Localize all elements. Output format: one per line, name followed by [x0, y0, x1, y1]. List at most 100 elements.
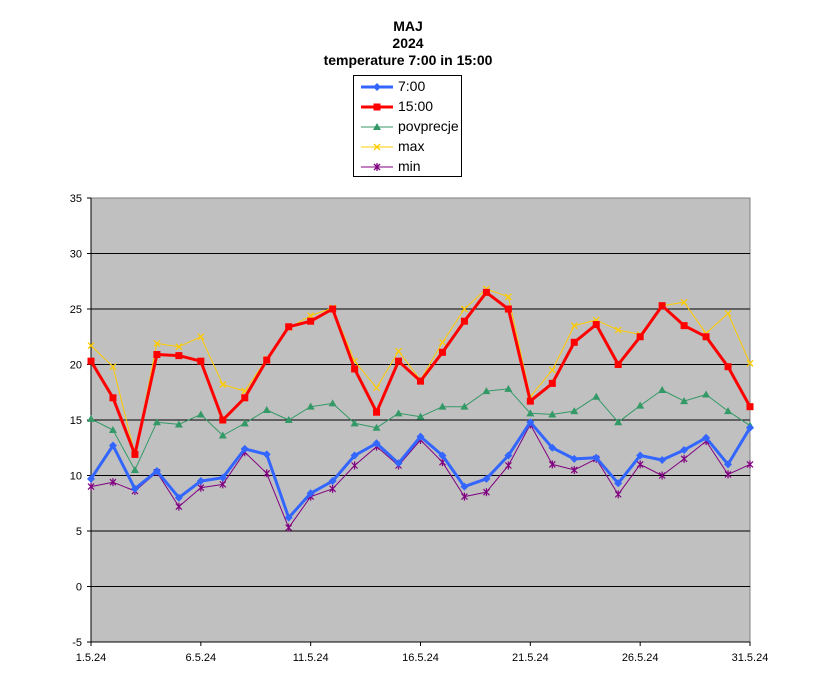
data-point-7-00	[724, 460, 733, 469]
data-point-min	[636, 460, 644, 469]
data-point-povprecje	[108, 425, 117, 433]
data-point-7-00	[87, 474, 95, 483]
data-point-15-00	[175, 352, 183, 360]
data-point-7-00	[394, 459, 403, 468]
data-point-max	[548, 366, 556, 374]
data-point-7-00	[284, 513, 293, 522]
data-point-povprecje	[592, 392, 601, 400]
data-point-15-00	[438, 348, 446, 356]
data-point-15-00	[636, 333, 644, 341]
legend-label-max: max	[398, 138, 425, 154]
data-point-max	[307, 312, 315, 320]
data-point-7-00	[482, 474, 491, 483]
legend-label-povprecje: povprecje	[398, 118, 459, 134]
data-point-max	[175, 343, 183, 351]
data-point-min	[285, 523, 293, 532]
data-point-povprecje	[570, 407, 579, 415]
data-point-15-00	[263, 356, 271, 364]
data-point-povprecje	[504, 384, 513, 392]
data-point-15-00	[482, 288, 490, 296]
data-point-max	[680, 298, 688, 306]
data-point-15-00	[592, 321, 600, 329]
x-tick-label: 26.5.24	[622, 652, 659, 664]
data-point-povprecje	[614, 418, 623, 426]
data-point-max	[724, 309, 732, 317]
y-tick-label: 30	[70, 249, 82, 261]
data-point-15-00	[680, 322, 688, 330]
data-point-max	[746, 359, 754, 367]
data-point-15-00	[570, 338, 578, 346]
y-tick-label: 10	[70, 471, 82, 483]
data-point-15-00	[373, 408, 381, 416]
data-point-max	[439, 338, 446, 346]
data-point-15-00	[307, 317, 315, 325]
data-point-min	[658, 471, 666, 480]
data-point-povprecje	[262, 406, 271, 414]
y-tick-label: 5	[76, 526, 82, 538]
data-point-15-00	[548, 379, 556, 387]
legend-swatch-povprecje	[361, 123, 393, 130]
data-point-min	[175, 502, 183, 511]
data-point-7-00	[416, 432, 425, 441]
data-point-min	[329, 484, 337, 493]
data-point-15-00	[658, 302, 666, 310]
data-point-7-00	[658, 455, 667, 464]
data-point-min	[724, 470, 732, 479]
data-point-povprecje	[438, 402, 447, 410]
data-point-7-00	[680, 445, 689, 454]
data-point-15-00	[504, 305, 512, 313]
y-tick-label: 20	[70, 360, 82, 372]
data-point-max	[87, 342, 95, 350]
legend-label-7-00: 7:00	[398, 78, 426, 94]
y-tick-label: 25	[70, 304, 82, 316]
legend-swatch-max	[361, 143, 393, 151]
data-point-7-00	[570, 454, 579, 463]
data-point-povprecje	[526, 409, 535, 417]
data-point-min	[548, 460, 556, 469]
data-point-7-00	[240, 444, 249, 453]
data-point-7-00	[438, 451, 447, 460]
data-point-7-00	[460, 482, 469, 491]
data-point-povprecje	[87, 414, 95, 422]
legend-item-15-00: 15:00	[360, 97, 460, 117]
data-point-povprecje	[394, 409, 403, 417]
data-point-povprecje	[350, 419, 359, 427]
data-point-max	[504, 293, 512, 301]
x-tick-label: 16.5.24	[402, 652, 439, 664]
data-point-15-00	[109, 394, 117, 402]
data-point-povprecje	[548, 410, 557, 418]
data-point-7-00	[108, 441, 117, 450]
data-point-povprecje	[416, 412, 425, 420]
data-point-7-00	[592, 453, 601, 462]
data-point-max	[197, 333, 205, 341]
data-point-max	[109, 363, 117, 371]
data-point-7-00	[196, 477, 205, 486]
data-point-7-00	[174, 493, 183, 502]
data-point-povprecje	[174, 420, 183, 428]
data-point-15-00	[285, 323, 293, 331]
data-point-povprecje	[680, 397, 689, 405]
data-point-povprecje	[702, 390, 711, 398]
data-point-15-00	[526, 397, 534, 405]
data-point-max	[373, 384, 381, 392]
data-point-15-00	[87, 357, 95, 365]
data-point-max	[395, 347, 402, 355]
data-point-7-00	[350, 451, 359, 460]
data-point-7-00	[372, 439, 381, 448]
data-point-povprecje	[460, 402, 469, 410]
data-point-15-00	[395, 357, 403, 365]
chart-title-line-3: temperature 7:00 in 15:00	[323, 52, 493, 68]
data-point-7-00	[504, 451, 513, 460]
data-point-povprecje	[152, 418, 161, 426]
legend-label-15-00: 15:00	[398, 98, 434, 114]
data-point-povprecje	[218, 431, 227, 439]
chart-title: MAJ 2024 temperature 7:00 in 15:00	[258, 18, 558, 69]
data-point-7-00	[636, 451, 645, 460]
legend-item-7-00: 7:00	[360, 77, 460, 97]
data-point-min	[504, 461, 512, 470]
data-point-povprecje	[724, 407, 733, 415]
y-tick-label: 0	[76, 582, 82, 594]
data-point-min	[482, 488, 490, 497]
data-point-15-00	[219, 416, 227, 424]
